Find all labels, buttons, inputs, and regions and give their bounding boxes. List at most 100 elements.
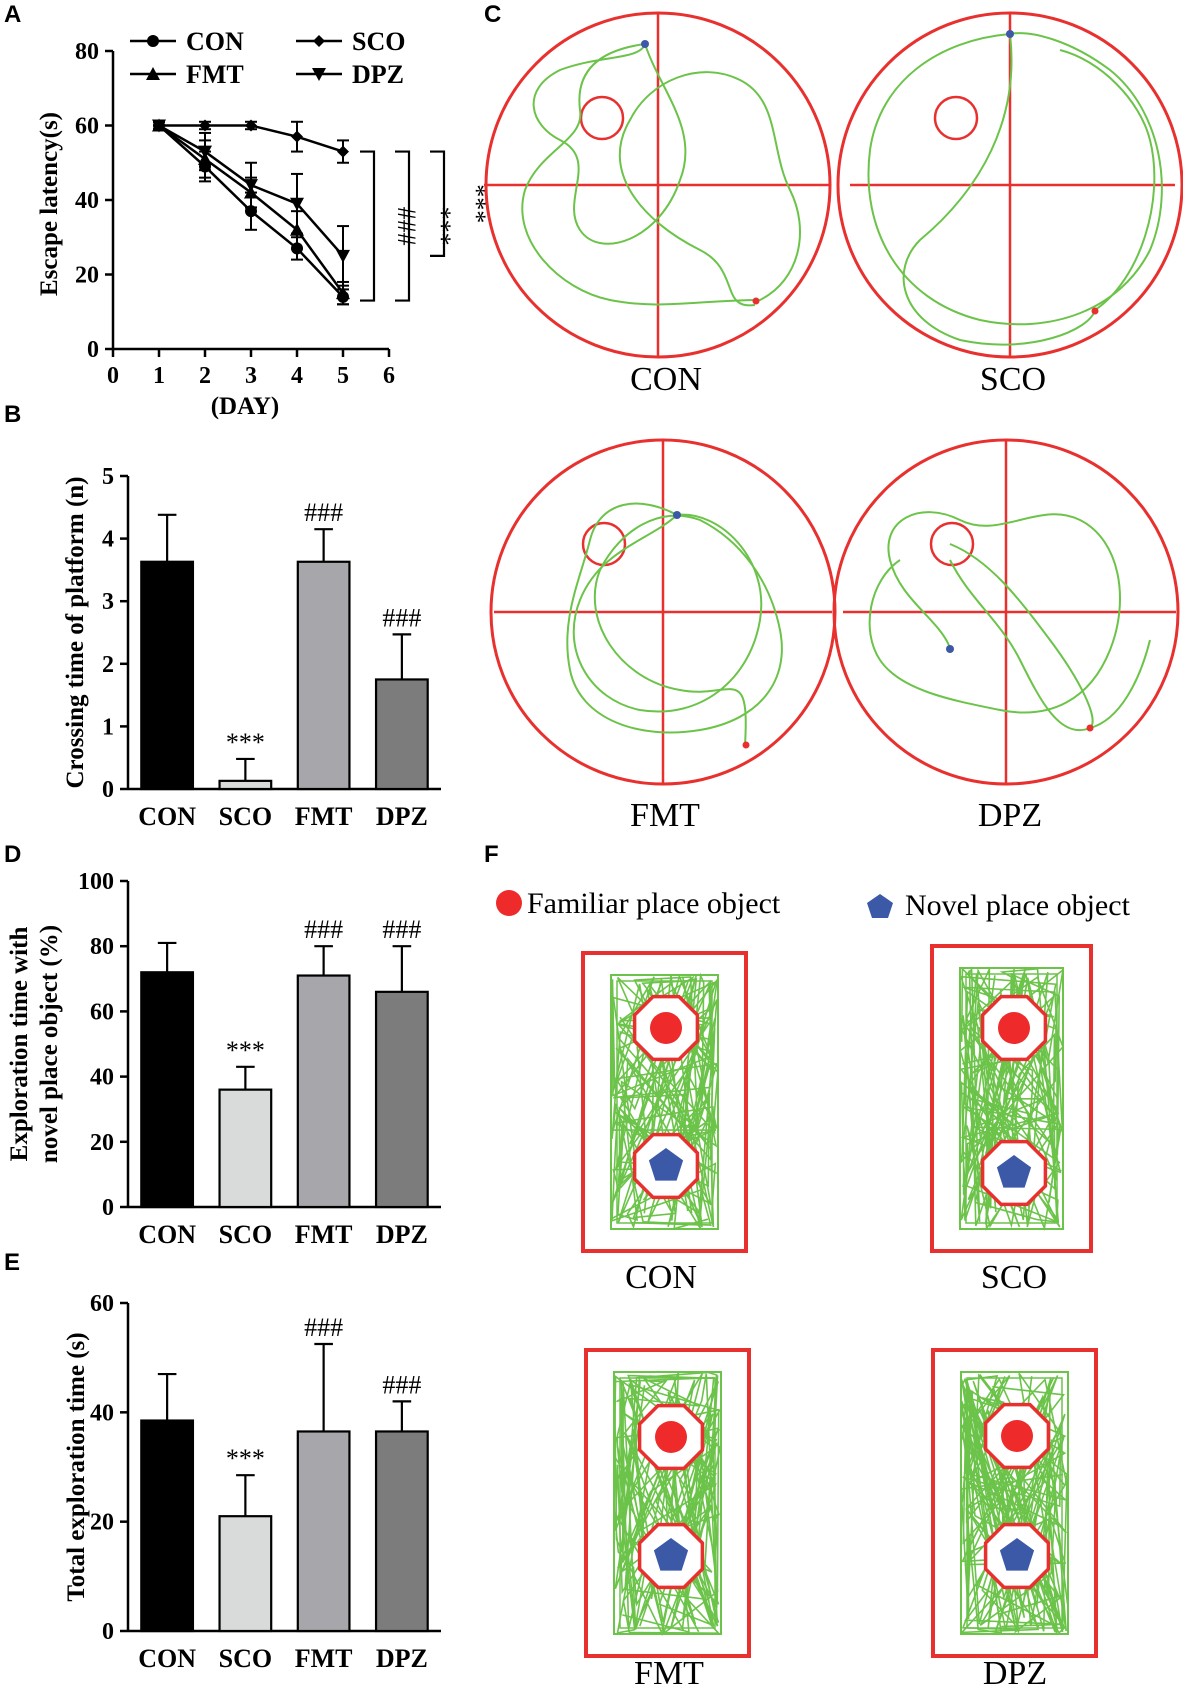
- y-tick-label: 0: [102, 1619, 114, 1645]
- y-tick-label: 4: [102, 527, 114, 553]
- start-marker: [673, 511, 681, 519]
- exploration-path: [619, 1377, 716, 1629]
- maze-label-con: CON: [630, 361, 702, 398]
- significance-label: ###: [304, 915, 343, 944]
- familiar-object: [998, 1012, 1030, 1044]
- start-marker: [946, 645, 954, 653]
- data-point: [336, 286, 350, 300]
- data-point: [313, 35, 325, 47]
- end-marker: [1091, 307, 1099, 315]
- maze-sco: [836, 11, 1183, 359]
- x-tick-label: 0: [107, 363, 119, 389]
- novel-object: [648, 1148, 684, 1181]
- start-marker: [641, 40, 649, 48]
- maze-label-fmt: FMT: [630, 797, 700, 834]
- data-point: [290, 197, 304, 211]
- x-tick-label: 4: [291, 363, 303, 389]
- category-label: FMT: [295, 1220, 353, 1249]
- bar-fmt: [296, 1430, 351, 1633]
- x-tick-label: 3: [245, 363, 257, 389]
- data-point: [337, 145, 349, 158]
- familiar-object: [655, 1421, 687, 1453]
- data-point: [147, 35, 159, 47]
- novel-object: [653, 1538, 689, 1571]
- x-tick-label: 5: [337, 363, 349, 389]
- series-dpz: [152, 119, 350, 287]
- arena-sco: [930, 944, 1093, 1253]
- significance-label: ###: [304, 498, 343, 527]
- panel-letter-b: B: [4, 401, 21, 428]
- bar-fmt: [296, 560, 351, 791]
- arena-dpz: [931, 1348, 1098, 1658]
- object-recognition-trajectories: Familiar place object Novel place object…: [496, 887, 1131, 1688]
- y-tick-label: 40: [90, 1400, 114, 1426]
- start-marker: [1006, 30, 1014, 38]
- arena-label-con: CON: [625, 1259, 697, 1296]
- bar-fmt: [296, 974, 351, 1209]
- swim-path: [867, 32, 1163, 326]
- bar-sco: [218, 1088, 273, 1209]
- bar-dpz: [374, 678, 429, 791]
- legend-label: SCO: [352, 27, 405, 56]
- y-tick-label: 80: [75, 39, 99, 65]
- exploration-path: [960, 1371, 1069, 1635]
- data-point: [336, 249, 350, 263]
- arena-label-fmt: FMT: [634, 1655, 704, 1688]
- category-label: DPZ: [376, 1220, 428, 1249]
- data-point: [152, 119, 166, 133]
- swim-path: [532, 43, 687, 245]
- data-point: [198, 145, 212, 159]
- maze-dpz: [832, 438, 1180, 786]
- swim-path: [566, 502, 783, 746]
- category-label: SCO: [219, 1220, 272, 1249]
- x-tick-label: 6: [383, 363, 395, 389]
- significance-label: ***: [226, 1036, 265, 1065]
- x-axis-title: (DAY): [211, 393, 280, 420]
- familiar-object-legend-icon: [496, 890, 522, 916]
- platform-circle: [933, 95, 979, 141]
- series-con: [153, 119, 349, 306]
- bar-con: [140, 971, 195, 1209]
- arena-fmt: [584, 1348, 751, 1658]
- data-point: [291, 130, 303, 143]
- y-tick-label: 60: [75, 114, 99, 140]
- exploration-path: [613, 1371, 722, 1635]
- panel-letter-f: F: [484, 841, 499, 868]
- category-label: DPZ: [376, 1644, 428, 1673]
- y-tick-label: 0: [87, 337, 99, 363]
- significance-bracket: [430, 150, 446, 257]
- legend-label: DPZ: [352, 60, 404, 89]
- legend-label: CON: [186, 27, 244, 56]
- y-tick-label: 60: [90, 999, 114, 1025]
- significance-label: ###: [304, 1313, 343, 1342]
- novel-object-exploration-bar-chart: 0 20 40 60 80 100 CON SCO *** FMT ### DPZ ### Explora…: [6, 869, 441, 1249]
- exploration-path: [966, 1377, 1063, 1629]
- y-tick-label: 0: [102, 777, 114, 803]
- significance-label: ###: [392, 207, 421, 246]
- y-tick-label: 20: [90, 1510, 114, 1536]
- category-label: CON: [138, 802, 196, 831]
- bar-sco: [218, 1515, 273, 1633]
- maze-label-sco: SCO: [980, 361, 1046, 398]
- y-tick-label: 0: [102, 1195, 114, 1221]
- panel-letter-e: E: [4, 1249, 20, 1276]
- legend-familiar-label: Familiar place object: [527, 887, 781, 920]
- category-label: SCO: [219, 802, 272, 831]
- exploration-path: [614, 977, 719, 1214]
- bar-con: [140, 560, 195, 791]
- end-marker: [742, 741, 750, 749]
- novel-object: [996, 1155, 1032, 1188]
- y-axis-title: Escape latency(s): [36, 112, 63, 296]
- maze-fmt: [489, 438, 837, 786]
- exploration-path: [610, 974, 719, 1230]
- significance-bracket: [395, 150, 411, 302]
- bar-dpz: [374, 990, 429, 1209]
- y-tick-label: 80: [90, 934, 114, 960]
- legend-item-dpz: DPZ: [296, 60, 404, 89]
- significance-label: ###: [382, 1370, 421, 1399]
- legend-label: FMT: [186, 60, 244, 89]
- category-label: CON: [138, 1644, 196, 1673]
- y-axis-title-line: novel place object (%): [36, 925, 63, 1163]
- data-point: [199, 119, 211, 132]
